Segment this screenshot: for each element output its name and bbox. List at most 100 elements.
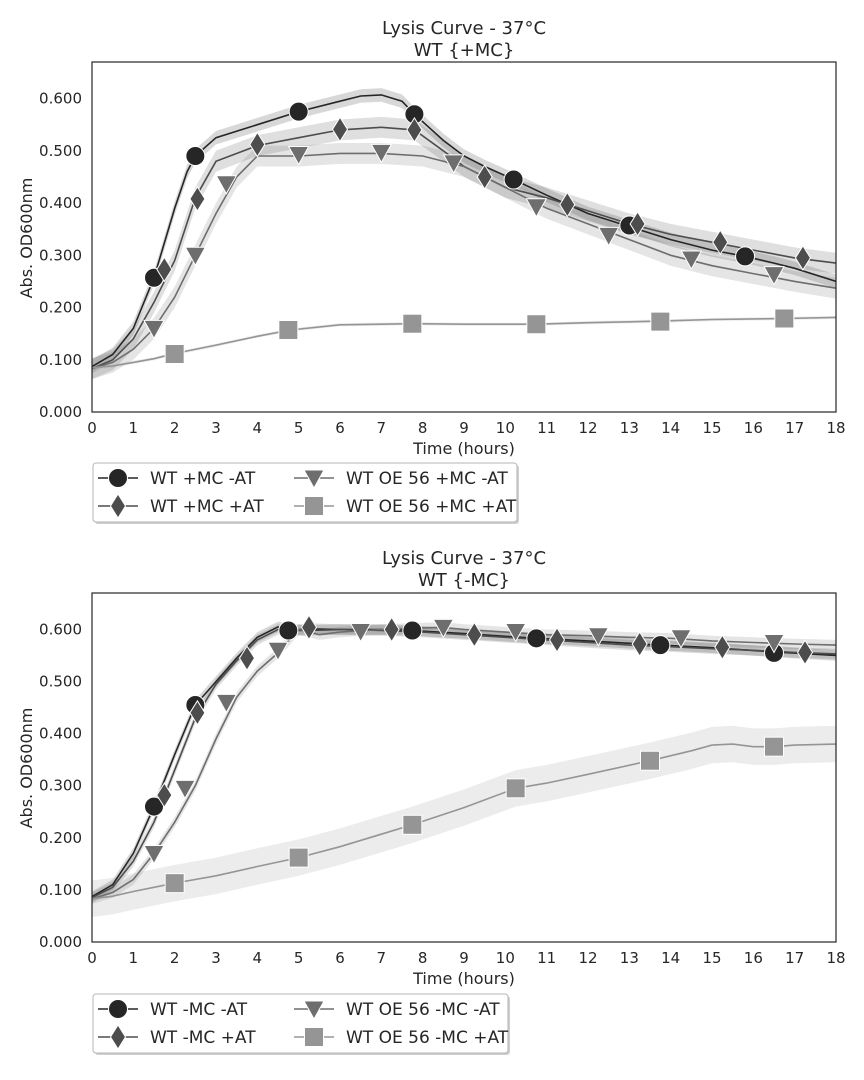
- x-tick-label: 6: [335, 949, 345, 967]
- x-tick-label: 7: [377, 949, 387, 967]
- confidence-band: [92, 725, 836, 917]
- legend-frame: [92, 993, 509, 1054]
- data-point: [189, 699, 206, 726]
- legend-frame: [92, 462, 518, 523]
- data-point: [680, 250, 703, 270]
- data-point: [215, 693, 238, 714]
- data-point: [650, 311, 671, 332]
- legend: WT -MC -AT WT -MC +AT WT OE 56 -MC -AT WT O…: [92, 993, 510, 1055]
- data-point: [559, 191, 576, 218]
- chart-subtitle: WT {+MC}: [414, 40, 515, 61]
- legend-label: WT -MC +AT: [150, 1028, 256, 1048]
- series-line: [91, 627, 837, 899]
- data-point: [640, 750, 660, 771]
- data-point: [402, 313, 423, 334]
- legend-label: WT +MC +AT: [150, 497, 264, 517]
- y-tick-label: 0.000: [39, 933, 82, 951]
- data-point: [526, 628, 547, 649]
- x-axis-ticks: 0 1 2 3 4 5 6 7 8 9 10 11 12 13 14 15 16 17 18: [87, 949, 845, 967]
- data-point: [349, 623, 372, 643]
- data-point: [189, 185, 206, 212]
- chart-wt-plus-mc: Lysis Curve - 37°C WT {+MC} Time (hours)…: [17, 18, 846, 524]
- series-markers: [143, 101, 812, 365]
- x-axis-label: Time (hours): [412, 969, 515, 988]
- x-tick-label: 16: [744, 949, 763, 967]
- confidence-bands: [92, 621, 836, 917]
- data-point: [712, 229, 729, 256]
- data-point: [238, 645, 256, 672]
- x-tick-label: 1: [129, 949, 139, 967]
- legend-marker: [108, 468, 128, 488]
- legend-marker: [108, 999, 128, 1019]
- data-point: [278, 620, 299, 641]
- chart-subtitle: WT {-MC}: [418, 570, 510, 591]
- data-point: [143, 319, 165, 340]
- legend-marker: [304, 496, 324, 516]
- series-markers: [143, 614, 814, 894]
- data-point: [184, 246, 207, 267]
- legend-label: WT OE 56 +MC +AT: [346, 497, 517, 517]
- chart-title: Lysis Curve - 37°C: [382, 18, 546, 39]
- data-point: [174, 779, 196, 800]
- data-point: [383, 616, 400, 643]
- x-tick-label: 12: [578, 949, 597, 967]
- x-tick-label: 1: [129, 419, 139, 437]
- x-tick-label: 6: [335, 419, 345, 437]
- confidence-band: [92, 621, 836, 902]
- data-point: [370, 143, 393, 164]
- data-point: [215, 175, 238, 195]
- x-tick-label: 15: [702, 949, 721, 967]
- data-point: [774, 308, 795, 329]
- data-point: [287, 145, 310, 166]
- x-tick-label: 3: [211, 949, 221, 967]
- x-tick-label: 9: [459, 949, 469, 967]
- data-point: [267, 641, 289, 662]
- x-tick-label: 9: [459, 419, 469, 437]
- legend-label: WT OE 56 -MC +AT: [346, 1028, 509, 1048]
- data-point: [526, 314, 547, 335]
- x-tick-label: 8: [418, 419, 428, 437]
- data-point: [331, 116, 349, 143]
- x-tick-label: 5: [294, 949, 304, 967]
- series-line: [91, 316, 837, 369]
- y-tick-label: 0.600: [39, 90, 82, 108]
- x-tick-label: 13: [620, 949, 639, 967]
- plot-frame: [91, 61, 837, 413]
- data-point: [288, 847, 309, 868]
- legend: WT +MC -AT WT +MC +AT WT OE 56 +MC -AT WT O…: [92, 462, 519, 524]
- x-tick-label: 17: [785, 949, 804, 967]
- data-point: [629, 210, 646, 237]
- data-point: [156, 782, 173, 809]
- data-point: [185, 146, 206, 167]
- data-point: [156, 256, 173, 283]
- confidence-band: [92, 116, 836, 380]
- x-tick-label: 2: [170, 949, 180, 967]
- data-point: [735, 246, 756, 267]
- data-point: [278, 319, 299, 340]
- x-tick-label: 4: [253, 949, 263, 967]
- data-point: [476, 163, 493, 190]
- legend-label: WT +MC -AT: [150, 469, 256, 489]
- data-point: [764, 736, 784, 757]
- data-point: [300, 614, 318, 641]
- legend-label: WT OE 56 -MC -AT: [346, 1000, 500, 1020]
- y-tick-label: 0.100: [39, 881, 82, 899]
- data-point: [143, 844, 165, 865]
- x-tick-label: 2: [170, 419, 180, 437]
- data-point: [650, 635, 671, 656]
- y-tick-label: 0.200: [39, 299, 82, 317]
- data-point: [525, 198, 548, 218]
- y-tick-label: 0.200: [39, 829, 82, 847]
- y-tick-label: 0.500: [39, 142, 82, 160]
- x-tick-label: 10: [496, 419, 515, 437]
- x-tick-label: 0: [87, 419, 97, 437]
- data-point: [402, 620, 423, 641]
- x-tick-label: 4: [253, 419, 263, 437]
- data-point: [466, 621, 483, 648]
- y-tick-label: 0.400: [39, 194, 82, 212]
- plot-frame: [91, 592, 837, 943]
- data-point: [714, 634, 731, 661]
- data-point: [432, 618, 455, 639]
- data-point: [794, 244, 812, 271]
